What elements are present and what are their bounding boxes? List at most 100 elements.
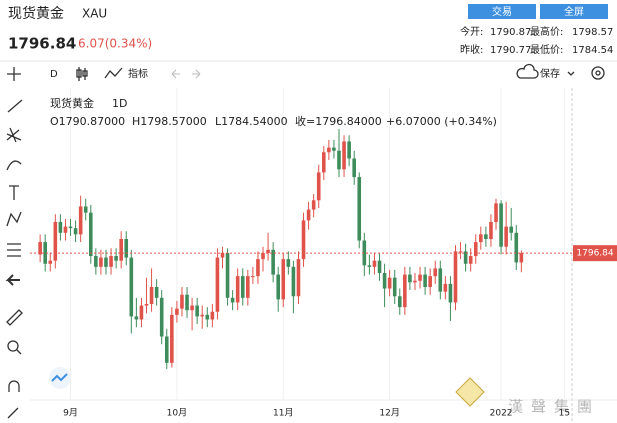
redo[interactable] [192,69,201,79]
indicator-icon[interactable] [104,67,123,79]
back[interactable] [5,274,20,286]
stat-value: 1790.77 [490,45,531,56]
candle-body [296,259,301,297]
candle-body [291,266,296,297]
interval[interactable]: D [50,69,58,80]
ruler[interactable] [6,309,23,326]
price: 1796.84 [8,35,76,53]
x-tick-label: 11月 [273,408,293,419]
last-price-tag [573,245,617,262]
legend: 现货黄金 1D O1790.87000 H1798.57000 L1784.54… [50,96,497,128]
fib-tool[interactable] [6,127,22,143]
candle-body [180,294,184,309]
candle-body [88,212,93,257]
candle-body [225,252,230,298]
candle-body [408,274,412,283]
measure-lines[interactable] [7,243,21,257]
settings-dot[interactable] [595,70,601,76]
candle-body [357,177,362,241]
candle-body [494,203,498,222]
line-tool[interactable] [7,99,23,113]
candle-body [114,256,118,261]
pattern-tool[interactable] [6,211,22,227]
candle-body [210,311,215,320]
stat-value: 1784.54 [572,45,613,56]
stat-label: 最低价: [530,43,563,56]
stat-value: 1790.87 [490,27,531,38]
candle-body [144,304,149,306]
stat-label: 昨收: [460,43,483,56]
candle-body [413,280,417,283]
x-tick-label: 2022 [490,409,513,419]
cloud-icon[interactable] [516,63,539,79]
candle-body [38,242,42,255]
brush-tool[interactable] [6,160,22,171]
candle-body [200,314,205,317]
last-price-label: 1796.84 [576,249,613,259]
candle-body [266,249,270,253]
tv-logo-mark [51,373,68,382]
candle-body [215,257,220,312]
save-menu[interactable] [567,71,575,76]
candle-body [473,242,478,257]
candle-body [397,296,402,308]
crosshair[interactable] [7,67,21,81]
candle-body [377,260,382,274]
candle-body [453,251,458,303]
x-tick-label: 10月 [167,408,187,419]
text-tool[interactable] [9,185,19,200]
candle-body [489,221,493,239]
candle-body [372,260,377,267]
candle-body [246,276,250,298]
legend-item: O1790.87000 [50,115,125,128]
undo[interactable] [171,69,180,79]
trade-button[interactable] [468,4,536,19]
settings-icon[interactable] [591,66,605,80]
candle-body [504,226,508,247]
watermark-logo [455,377,485,407]
candle-body [418,274,422,281]
candle-body [347,141,351,159]
candle-icon[interactable] [76,67,88,81]
candle-body [327,147,331,153]
symbol: XAU [82,7,107,21]
candle-body [154,286,159,298]
zoom-handle[interactable] [16,349,22,355]
candle-body [306,209,311,221]
candle-body [301,220,306,260]
legend-interval: 1D [112,97,127,110]
candle-body [448,283,453,303]
candle-body [205,314,210,320]
indicators[interactable]: 指标 [128,67,148,80]
candle-body [240,276,245,298]
candle-body [281,259,286,300]
fullscreen-button[interactable] [540,4,608,19]
candle-body [403,274,407,308]
candle-body [321,152,326,173]
legend-item: 收=1796.84000 [295,114,382,128]
candle-body [337,150,341,170]
candle-body [185,294,189,311]
left-toolbar [5,67,23,419]
fullscreen-label[interactable]: 全屏 [564,5,584,18]
candle-body [332,147,336,151]
magnet[interactable] [8,380,20,392]
stat-value: 1798.57 [572,27,613,38]
candle-body [479,234,483,243]
legend-item: L1784.54000 [215,115,288,128]
candle-body [382,273,387,289]
save[interactable]: 保存 [540,67,560,80]
candle-body [367,265,372,267]
candle-body [43,242,47,264]
zoom[interactable] [7,340,19,352]
candle-body [124,238,129,258]
candle-body [362,240,367,266]
candle-body [251,276,255,278]
lock[interactable] [7,407,19,419]
trade-label[interactable]: 交易 [492,5,512,18]
candle-body [58,221,63,233]
stat-label: 今开: [460,25,483,38]
candle-body [109,256,113,267]
change: 6.07(0.34%) [78,37,152,51]
